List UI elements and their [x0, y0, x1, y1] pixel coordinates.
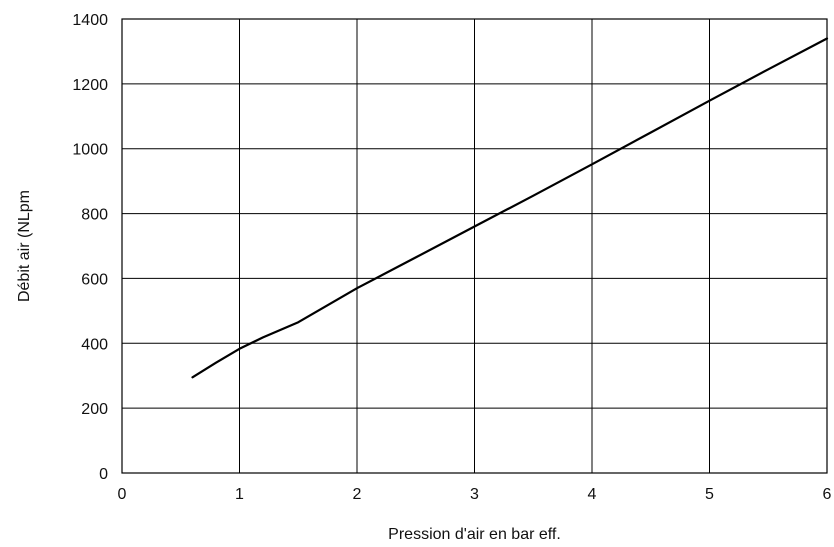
y-tick-label: 1000: [72, 142, 108, 159]
series-line: [191, 37, 829, 379]
y-tick-label: 600: [81, 271, 108, 288]
x-tick-label: 2: [353, 486, 362, 503]
y-tick-label: 1400: [72, 12, 108, 29]
x-axis-label: Pression d'air en bar eff.: [388, 526, 561, 543]
x-tick-label: 0: [118, 486, 127, 503]
y-axis-ticks: 0 200 400 600 800 1000 1200 1400: [72, 12, 108, 483]
x-tick-label: 1: [235, 486, 244, 503]
x-axis-ticks: 0 1 2 3 4 5 6: [118, 486, 832, 503]
y-tick-label: 0: [99, 466, 108, 483]
y-axis-label: Débit air (NLpm: [16, 190, 33, 302]
plot-frame: [121, 18, 828, 474]
x-tick-label: 6: [823, 486, 832, 503]
y-tick-label: 800: [81, 207, 108, 224]
y-tick-label: 1200: [72, 77, 108, 94]
x-tick-label: 4: [588, 486, 597, 503]
series-layer: [191, 37, 829, 379]
x-tick-label: 3: [470, 486, 479, 503]
y-tick-label: 400: [81, 336, 108, 353]
y-tick-label: 200: [81, 401, 108, 418]
grid-lines: [121, 18, 828, 474]
x-tick-label: 5: [705, 486, 714, 503]
